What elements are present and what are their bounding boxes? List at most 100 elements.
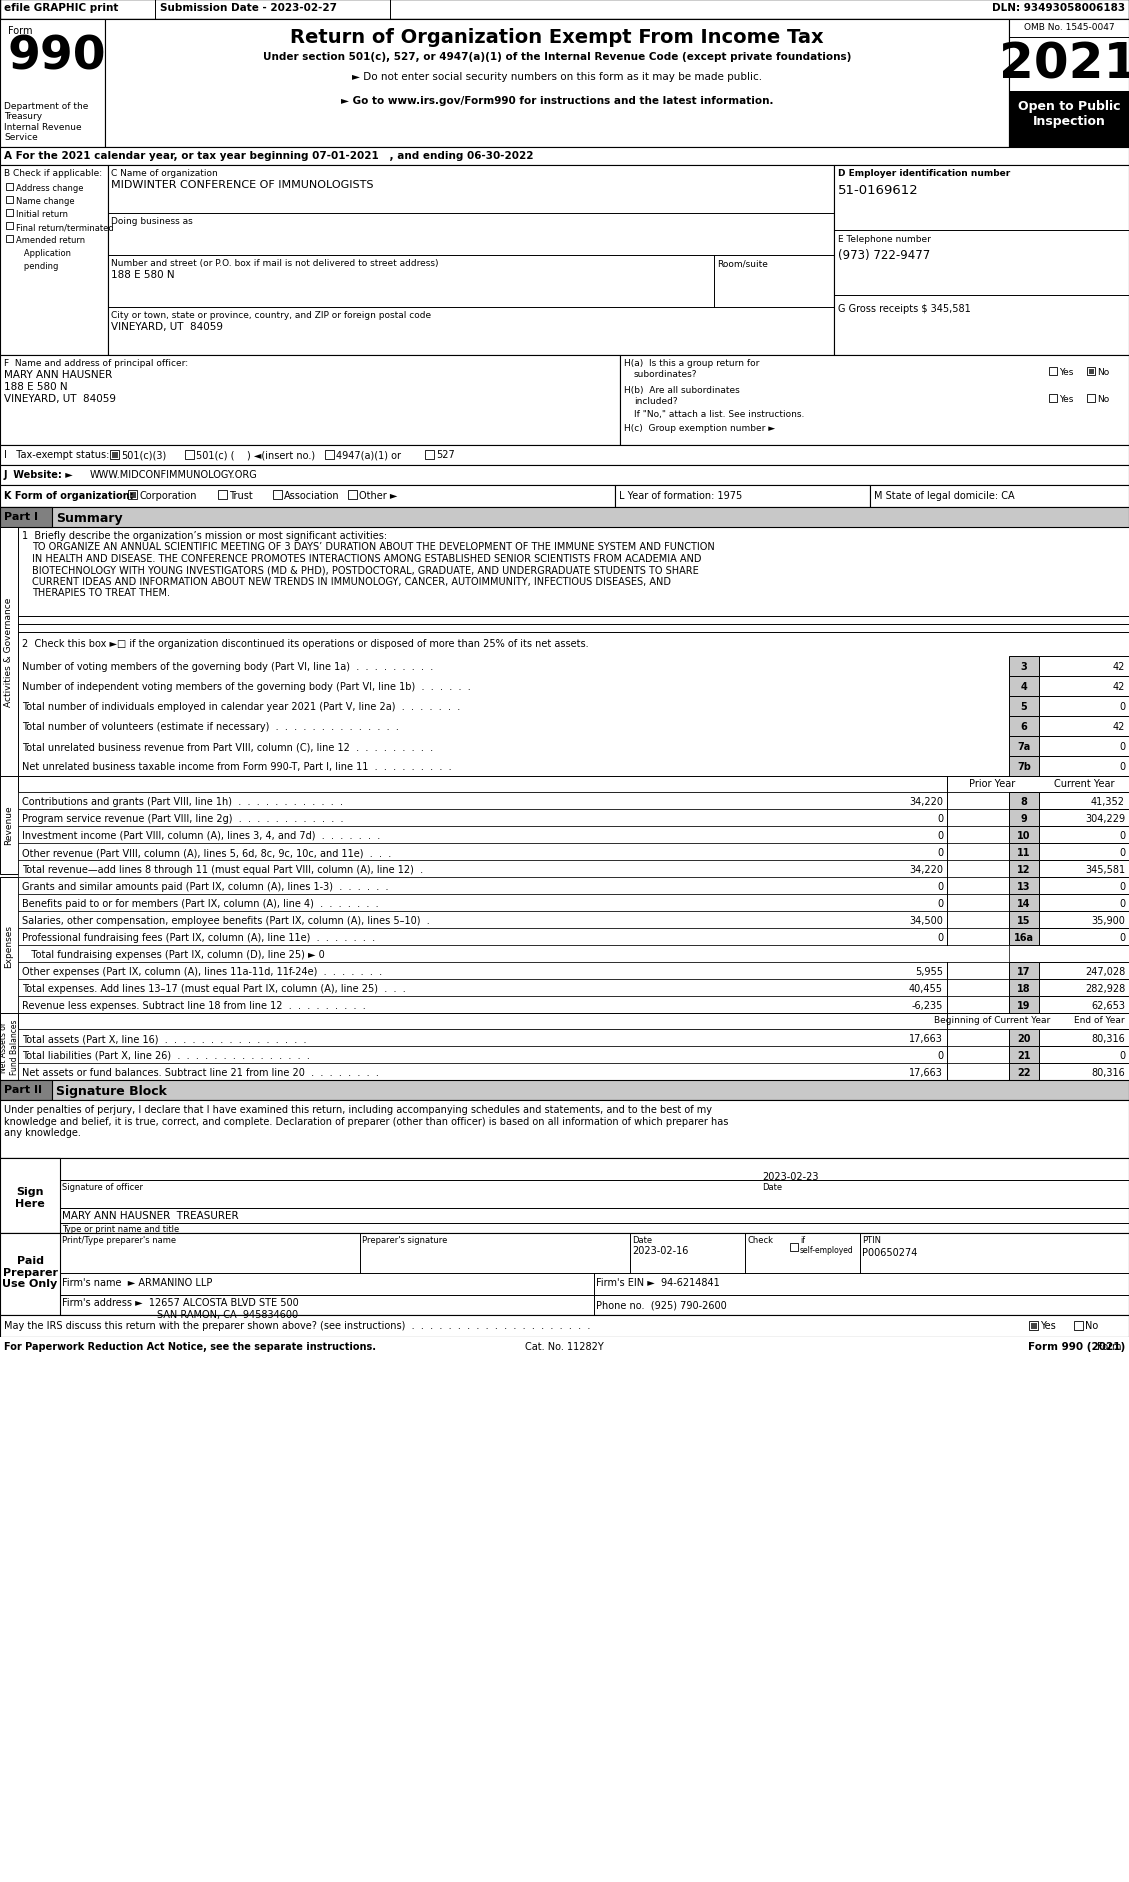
Text: 9: 9 [1021, 813, 1027, 824]
Bar [1039, 860, 1129, 877]
Bar [1009, 860, 1039, 877]
Text: Initial return: Initial return [16, 211, 68, 218]
Text: Return of Organization Exempt From Income Tax: Return of Organization Exempt From Incom… [290, 28, 824, 47]
Text: No: No [1097, 367, 1110, 376]
Text: 0: 0 [937, 813, 943, 824]
Bar [1009, 736, 1039, 757]
Text: Total liabilities (Part X, line 26)  .  .  .  .  .  .  .  .  .  .  .  .  .  .  .: Total liabilities (Part X, line 26) . . … [21, 1050, 309, 1060]
Bar [1039, 1063, 1129, 1080]
Text: Check: Check [747, 1235, 773, 1244]
Bar [1039, 1029, 1129, 1046]
Text: 0: 0 [937, 1050, 943, 1060]
Bar [1009, 996, 1039, 1014]
Text: Total number of individuals employed in calendar year 2021 (Part V, line 2a)  . : Total number of individuals employed in … [21, 702, 461, 711]
Bar [1039, 678, 1129, 696]
Bar [18, 1046, 1009, 1063]
Bar [1049, 395, 1057, 403]
Text: Total revenue—add lines 8 through 11 (must equal Part VIII, column (A), line 12): Total revenue—add lines 8 through 11 (mu… [21, 864, 423, 875]
Text: Total number of volunteers (estimate if necessary)  .  .  .  .  .  .  .  .  .  .: Total number of volunteers (estimate if … [21, 721, 399, 732]
Bar [18, 877, 1009, 894]
Text: P00650274: P00650274 [863, 1248, 918, 1257]
Text: included?: included? [634, 397, 677, 407]
Text: 0: 0 [1119, 881, 1124, 892]
Text: Trust: Trust [229, 491, 253, 501]
Bar [1074, 1321, 1083, 1331]
Bar [6, 222, 14, 230]
Bar [273, 491, 282, 501]
Text: Net Assets or
Fund Balances: Net Assets or Fund Balances [0, 1020, 19, 1075]
Text: Form: Form [1097, 1342, 1124, 1351]
Bar [0, 1159, 60, 1233]
Text: Professional fundraising fees (Part IX, column (A), line 11e)  .  .  .  .  .  . : Professional fundraising fees (Part IX, … [21, 932, 375, 943]
Bar [1009, 696, 1039, 717]
Bar [6, 198, 14, 203]
Text: pending: pending [16, 262, 59, 271]
Bar [0, 1101, 1129, 1159]
Text: WWW.MIDCONFIMMUNOLOGY.ORG: WWW.MIDCONFIMMUNOLOGY.ORG [90, 470, 257, 480]
Text: 42: 42 [1112, 681, 1124, 691]
Bar [0, 777, 18, 875]
Bar [1009, 92, 1129, 149]
Bar [1039, 696, 1129, 717]
Bar [1039, 657, 1129, 678]
Text: Submission Date - 2023-02-27: Submission Date - 2023-02-27 [160, 4, 336, 13]
Bar [185, 452, 194, 459]
Bar [0, 508, 1129, 527]
Text: L Year of formation: 1975: L Year of formation: 1975 [619, 491, 742, 501]
Bar [425, 452, 434, 459]
Bar [18, 1029, 1009, 1046]
Text: Yes: Yes [1059, 367, 1074, 376]
Text: Department of the
Treasury
Internal Revenue
Service: Department of the Treasury Internal Reve… [5, 102, 88, 143]
Bar [0, 465, 1129, 486]
Text: Other ►: Other ► [359, 491, 397, 501]
Bar [0, 1316, 1129, 1338]
Text: Revenue less expenses. Subtract line 18 from line 12  .  .  .  .  .  .  .  .  .: Revenue less expenses. Subtract line 18 … [21, 1001, 366, 1011]
Text: ► Go to www.irs.gov/Form990 for instructions and the latest information.: ► Go to www.irs.gov/Form990 for instruct… [341, 96, 773, 105]
Bar [0, 1014, 18, 1080]
Text: Net assets or fund balances. Subtract line 21 from line 20  .  .  .  .  .  .  . : Net assets or fund balances. Subtract li… [21, 1067, 379, 1077]
Text: 80,316: 80,316 [1092, 1067, 1124, 1077]
Bar [1039, 826, 1129, 843]
Text: Benefits paid to or for members (Part IX, column (A), line 4)  .  .  .  .  .  . : Benefits paid to or for members (Part IX… [21, 898, 378, 909]
Text: 282,928: 282,928 [1085, 984, 1124, 994]
Bar [1039, 979, 1129, 996]
Bar [18, 792, 1009, 809]
Text: 17: 17 [1017, 967, 1031, 977]
Bar [0, 356, 620, 446]
Text: Total expenses. Add lines 13–17 (must equal Part IX, column (A), line 25)  .  . : Total expenses. Add lines 13–17 (must eq… [21, 984, 405, 994]
Bar [0, 1338, 1129, 1359]
Text: I   Tax-exempt status:: I Tax-exempt status: [5, 450, 110, 459]
Text: 22: 22 [1017, 1067, 1031, 1077]
Bar [834, 166, 1129, 356]
Bar [18, 1014, 1129, 1029]
Bar [615, 486, 870, 508]
Bar [1088, 369, 1094, 375]
Text: 18: 18 [1017, 984, 1031, 994]
Text: DLN: 93493058006183: DLN: 93493058006183 [992, 4, 1124, 13]
Text: Other revenue (Part VIII, column (A), lines 5, 6d, 8c, 9c, 10c, and 11e)  .  .  : Other revenue (Part VIII, column (A), li… [21, 847, 392, 858]
Text: G Gross receipts $ 345,581: G Gross receipts $ 345,581 [838, 303, 971, 314]
Bar [1009, 826, 1039, 843]
Text: 21: 21 [1017, 1050, 1031, 1060]
Text: Preparer's signature: Preparer's signature [362, 1235, 447, 1244]
Bar [1039, 843, 1129, 860]
Text: 13: 13 [1017, 881, 1031, 892]
Text: 34,220: 34,220 [909, 796, 943, 807]
Text: OMB No. 1545-0047: OMB No. 1545-0047 [1024, 23, 1114, 32]
Text: 5,955: 5,955 [914, 967, 943, 977]
Text: Sign
Here: Sign Here [15, 1186, 45, 1208]
Text: Address change: Address change [16, 184, 84, 192]
Bar [1009, 1029, 1039, 1046]
Text: 0: 0 [1119, 847, 1124, 858]
Text: 14: 14 [1017, 898, 1031, 909]
Text: 0: 0 [937, 830, 943, 841]
Text: Firm's name  ► ARMANINO LLP: Firm's name ► ARMANINO LLP [62, 1278, 212, 1287]
Text: 0: 0 [1119, 762, 1124, 772]
Bar [0, 527, 18, 777]
Text: Signature of officer: Signature of officer [62, 1182, 143, 1191]
Text: 247,028: 247,028 [1085, 967, 1124, 977]
Text: Yes: Yes [1059, 395, 1074, 405]
Text: Program service revenue (Part VIII, line 2g)  .  .  .  .  .  .  .  .  .  .  .  .: Program service revenue (Part VIII, line… [21, 813, 343, 824]
Bar [0, 877, 18, 1014]
Bar [1009, 928, 1039, 945]
